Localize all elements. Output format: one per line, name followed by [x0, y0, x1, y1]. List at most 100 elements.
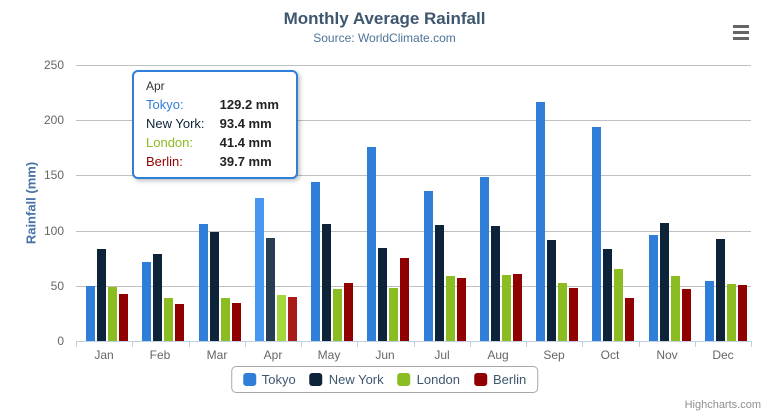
bar-london-jul[interactable] — [446, 276, 455, 341]
bar-tokyo-aug[interactable] — [480, 177, 489, 341]
legend-label: London — [416, 372, 461, 387]
bar-tokyo-jul[interactable] — [424, 191, 433, 341]
tooltip-rows: Tokyo: 129.2 mm New York: 93.4 mm London: 41.… — [146, 97, 284, 169]
gridline — [76, 65, 751, 66]
chart-title: Monthly Average Rainfall — [283, 9, 486, 28]
bar-new-york-oct[interactable] — [603, 249, 612, 341]
hamburger-icon — [733, 24, 749, 28]
x-axis-line — [76, 341, 752, 342]
bar-tokyo-jun[interactable] — [367, 147, 376, 341]
bar-london-mar[interactable] — [221, 298, 230, 341]
bar-tokyo-sep[interactable] — [536, 102, 545, 341]
bar-london-aug[interactable] — [502, 275, 511, 341]
bar-berlin-oct[interactable] — [625, 298, 634, 341]
x-axis-label: Jan — [94, 348, 114, 362]
y-axis-label: 0 — [57, 334, 64, 348]
bar-new-york-mar[interactable] — [210, 232, 219, 341]
x-axis-tick — [414, 342, 415, 347]
bar-berlin-dec[interactable] — [738, 285, 747, 341]
bar-new-york-nov[interactable] — [660, 223, 669, 341]
bar-tokyo-apr[interactable] — [255, 198, 264, 341]
bar-london-feb[interactable] — [164, 298, 173, 341]
gridline — [76, 230, 751, 232]
tooltip: Apr Tokyo: 129.2 mm New York: 93.4 mm London… — [132, 70, 298, 179]
x-axis-tick — [470, 342, 471, 347]
bar-london-jun[interactable] — [389, 288, 398, 341]
bar-berlin-apr[interactable] — [288, 297, 297, 341]
bar-berlin-sep[interactable] — [569, 288, 578, 341]
bar-berlin-nov[interactable] — [682, 289, 691, 341]
bar-berlin-jan[interactable] — [119, 294, 128, 341]
y-axis-label: 250 — [43, 58, 64, 72]
y-axis-label: 150 — [43, 168, 64, 183]
bar-new-york-dec[interactable] — [716, 239, 725, 341]
bar-tokyo-nov[interactable] — [649, 235, 658, 341]
bar-london-may[interactable] — [333, 289, 342, 341]
legend-item-london[interactable]: London — [397, 372, 461, 387]
bar-berlin-jun[interactable] — [400, 258, 409, 341]
bar-new-york-jan[interactable] — [97, 249, 106, 341]
legend-symbol — [242, 373, 256, 386]
x-axis-label: Oct — [600, 348, 620, 362]
bar-new-york-jun[interactable] — [378, 248, 387, 341]
y-axis-label: 50 — [50, 278, 64, 293]
x-axis-tick — [357, 342, 358, 347]
bar-tokyo-mar[interactable] — [199, 224, 208, 341]
bar-new-york-may[interactable] — [322, 224, 331, 341]
bar-london-dec[interactable] — [727, 284, 736, 341]
bar-new-york-apr[interactable] — [266, 238, 275, 341]
bar-tokyo-dec[interactable] — [705, 281, 714, 341]
bar-tokyo-oct[interactable] — [592, 127, 601, 341]
x-axis-label: Feb — [149, 348, 171, 362]
legend-label: Berlin — [493, 372, 527, 387]
x-axis-label: Aug — [487, 348, 509, 362]
bar-berlin-mar[interactable] — [232, 303, 241, 341]
tooltip-header: Apr — [146, 79, 165, 93]
x-axis-label: Nov — [656, 348, 678, 362]
x-axis-label: Jul — [434, 348, 450, 362]
bar-new-york-sep[interactable] — [547, 240, 556, 341]
legend-item-tokyo[interactable]: Tokyo — [242, 372, 296, 387]
bar-new-york-feb[interactable] — [153, 254, 162, 341]
bar-berlin-may[interactable] — [344, 283, 353, 341]
bar-berlin-feb[interactable] — [175, 304, 184, 341]
bar-london-apr[interactable] — [277, 295, 286, 341]
tooltip-series-value: 93.4 mm — [219, 116, 272, 131]
gridline — [76, 120, 751, 122]
bar-london-jan[interactable] — [108, 287, 117, 341]
legend-label: Tokyo — [261, 372, 296, 387]
x-axis-label: Dec — [712, 348, 734, 362]
gridline — [76, 175, 751, 177]
bar-london-oct[interactable] — [614, 269, 623, 341]
credits-link[interactable]: Highcharts.com — [684, 399, 761, 411]
gridline — [76, 285, 751, 287]
bar-berlin-aug[interactable] — [513, 274, 522, 341]
tooltip-series-name: Berlin: — [146, 154, 183, 169]
bar-tokyo-feb[interactable] — [142, 262, 151, 341]
x-axis-tick — [132, 342, 133, 347]
x-axis-label: Jun — [375, 348, 395, 362]
x-axis-label: Apr — [263, 348, 283, 362]
export-menu-button[interactable] — [733, 21, 755, 43]
tooltip-series-value: 39.7 mm — [219, 154, 272, 169]
legend: Tokyo New York London Berlin — [230, 366, 539, 393]
x-axis-tick — [245, 342, 246, 347]
legend-item-new-york[interactable]: New York — [309, 372, 384, 387]
bar-tokyo-may[interactable] — [311, 182, 320, 341]
legend-item-berlin[interactable]: Berlin — [474, 372, 526, 387]
y-axis-label: 100 — [43, 223, 64, 238]
x-axis-label: Mar — [206, 348, 228, 362]
bar-london-nov[interactable] — [671, 276, 680, 341]
x-axis-label: Sep — [543, 348, 565, 362]
bar-london-sep[interactable] — [558, 283, 567, 341]
bar-new-york-aug[interactable] — [491, 226, 500, 341]
x-axis-tick — [526, 342, 527, 347]
bar-new-york-jul[interactable] — [435, 225, 444, 341]
bar-tokyo-jan[interactable] — [86, 286, 95, 341]
x-axis-tick — [695, 342, 696, 347]
tooltip-series-value: 129.2 mm — [219, 97, 279, 112]
tooltip-series-name: London: — [146, 135, 193, 150]
bar-berlin-jul[interactable] — [457, 278, 466, 341]
